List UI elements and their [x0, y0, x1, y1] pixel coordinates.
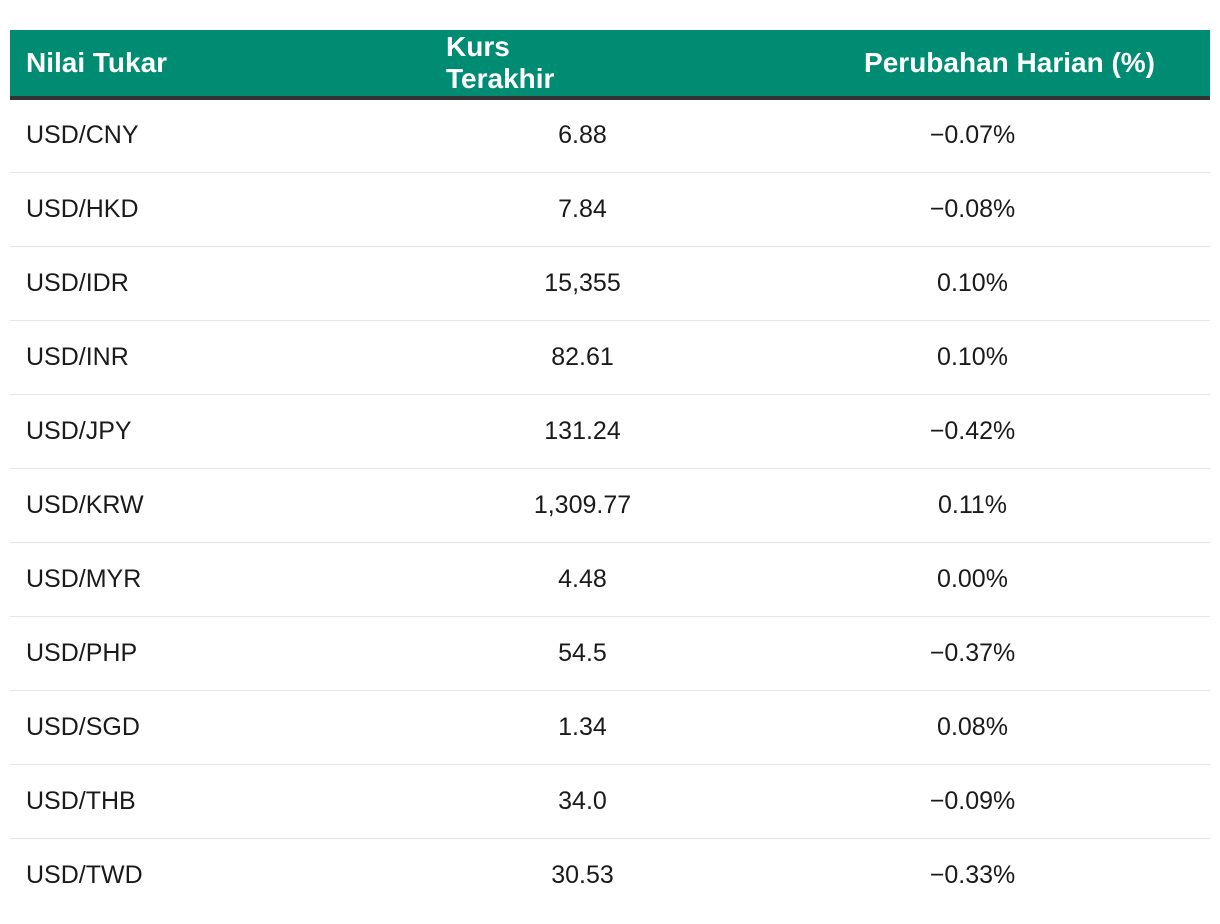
table-body: USD/CNY 6.88 −0.07% USD/HKD 7.84 −0.08% USD/ID… [10, 98, 1210, 912]
change-cell: −0.33% [929, 860, 1016, 889]
rate-cell: 6.88 [558, 121, 607, 150]
pair-cell: USD/KRW [26, 490, 144, 519]
table-row: USD/TWD 30.53 −0.33% [10, 838, 1210, 912]
pair-cell: USD/PHP [26, 638, 138, 667]
table-row: USD/THB 34.0 −0.09% [10, 764, 1210, 838]
pair-cell: USD/MYR [26, 564, 142, 593]
table-row: USD/HKD 7.84 −0.08% [10, 172, 1210, 246]
table-row: USD/PHP 54.5 −0.37% [10, 616, 1210, 690]
table-row: USD/SGD 1.34 0.08% [10, 690, 1210, 764]
rate-cell: 7.84 [558, 194, 607, 223]
rate-cell: 82.61 [551, 342, 614, 371]
change-cell: 0.11% [937, 490, 1008, 519]
change-cell: −0.42% [929, 416, 1016, 445]
rate-cell: 131.24 [544, 416, 621, 445]
exchange-rate-table: Nilai Tukar Kurs Terakhir Perubahan Hari… [10, 30, 1210, 912]
change-cell: 0.08% [937, 712, 1008, 741]
rate-cell: 1.34 [558, 712, 607, 741]
rate-cell: 4.48 [558, 564, 607, 593]
pair-cell: USD/IDR [26, 268, 129, 297]
table-row: USD/KRW 1,309.77 0.11% [10, 468, 1210, 542]
exchange-rate-table-container: Nilai Tukar Kurs Terakhir Perubahan Hari… [10, 30, 1210, 912]
rate-cell: 1,309.77 [533, 490, 632, 519]
change-cell: −0.07% [929, 121, 1016, 150]
pair-cell: USD/SGD [26, 712, 140, 741]
change-cell: −0.08% [929, 194, 1016, 223]
pair-cell: USD/TWD [26, 860, 143, 889]
rate-cell: 15,355 [544, 268, 621, 297]
table-row: USD/MYR 4.48 0.00% [10, 542, 1210, 616]
change-cell: 0.10% [937, 342, 1008, 371]
pair-cell: USD/CNY [26, 121, 139, 150]
change-cell: 0.10% [937, 268, 1008, 297]
rate-cell: 30.53 [551, 860, 614, 889]
header-row: Nilai Tukar Kurs Terakhir Perubahan Hari… [10, 30, 1210, 100]
pair-cell: USD/JPY [26, 416, 132, 445]
table-header: Nilai Tukar Kurs Terakhir Perubahan Hari… [10, 30, 1210, 100]
change-cell: −0.37% [929, 638, 1016, 667]
table-row: USD/CNY 6.88 −0.07% [10, 98, 1210, 172]
change-cell: −0.09% [929, 786, 1016, 815]
header-rate: Kurs Terakhir [430, 30, 735, 100]
change-cell: 0.00% [937, 564, 1008, 593]
header-change: Perubahan Harian (%) [735, 30, 1210, 100]
rate-cell: 54.5 [558, 638, 607, 667]
pair-cell: USD/THB [26, 786, 136, 815]
table-row: USD/INR 82.61 0.10% [10, 320, 1210, 394]
table-row: USD/IDR 15,355 0.10% [10, 246, 1210, 320]
header-pair: Nilai Tukar [10, 30, 430, 100]
rate-cell: 34.0 [558, 786, 607, 815]
table-row: USD/JPY 131.24 −0.42% [10, 394, 1210, 468]
pair-cell: USD/INR [26, 342, 129, 371]
pair-cell: USD/HKD [26, 194, 139, 223]
